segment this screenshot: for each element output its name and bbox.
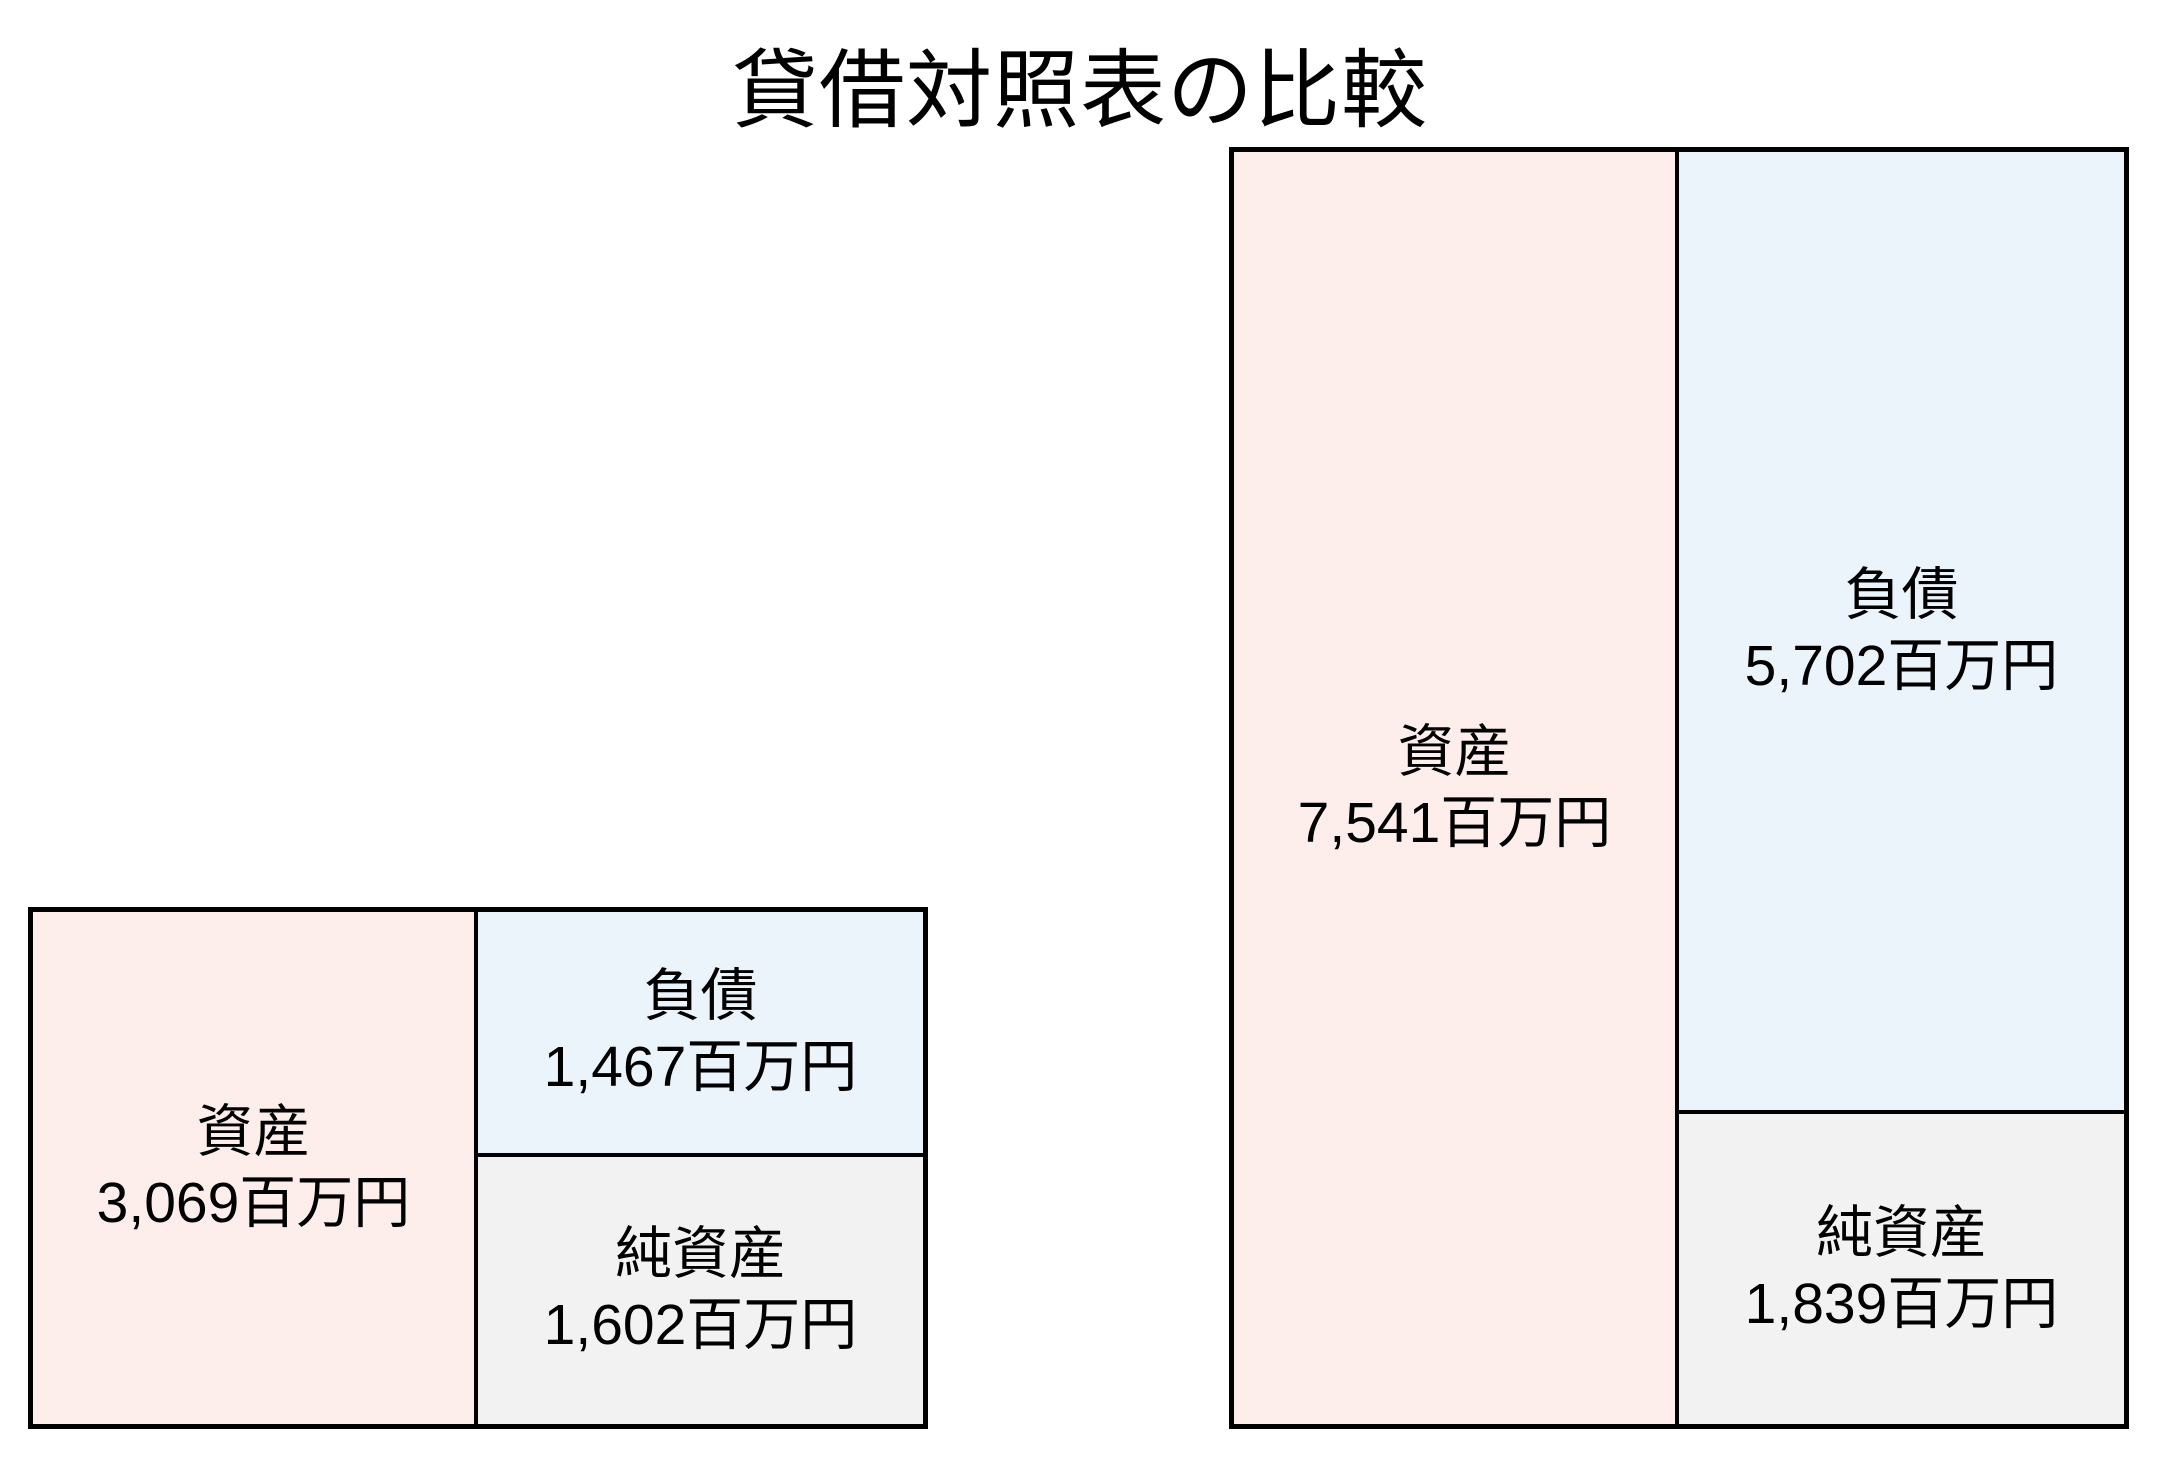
liabilities-label: 負債 <box>1844 562 1959 627</box>
liabilities-amount: 5,702百万円 <box>1744 633 2059 698</box>
credit-column: 負債 1,467百万円 純資産 1,602百万円 <box>478 912 923 1424</box>
net-assets-amount: 1,839百万円 <box>1744 1271 2059 1336</box>
liabilities-label-group: 負債 1,467百万円 <box>544 961 858 1104</box>
assets-box: 資産 7,541百万円 <box>1234 152 1679 1424</box>
credit-column: 負債 5,702百万円 純資産 1,839百万円 <box>1679 152 2124 1424</box>
assets-label-group: 資産 7,541百万円 <box>1298 717 1612 860</box>
assets-box: 資産 3,069百万円 <box>33 912 478 1424</box>
net-assets-label-group: 純資産 1,839百万円 <box>1745 1198 2059 1341</box>
liabilities-label: 負債 <box>643 964 758 1029</box>
liabilities-box: 負債 1,467百万円 <box>478 912 923 1157</box>
assets-label: 資産 <box>196 1099 311 1164</box>
chart-title: 貸借対照表の比較 <box>732 43 1428 139</box>
net-assets-box: 純資産 1,839百万円 <box>1679 1113 2124 1424</box>
liabilities-label-group: 負債 5,702百万円 <box>1745 560 2059 703</box>
net-assets-amount: 1,602百万円 <box>543 1293 858 1358</box>
net-assets-label: 純資産 <box>614 1222 786 1287</box>
liabilities-box: 負債 5,702百万円 <box>1679 152 2124 1114</box>
assets-label: 資産 <box>1397 719 1512 784</box>
assets-amount: 7,541百万円 <box>1297 791 1612 855</box>
net-assets-box: 純資産 1,602百万円 <box>478 1156 923 1424</box>
assets-label-group: 資産 3,069百万円 <box>97 1097 411 1240</box>
balance-sheet-right: 資産 7,541百万円 負債 5,702百万円 純資産 1,839百万円 <box>1229 147 2129 1429</box>
net-assets-label: 純資産 <box>1815 1200 1987 1265</box>
liabilities-amount: 1,467百万円 <box>543 1035 858 1100</box>
assets-amount: 3,069百万円 <box>96 1171 411 1235</box>
net-assets-label-group: 純資産 1,602百万円 <box>544 1219 858 1362</box>
balance-sheet-left: 資産 3,069百万円 負債 1,467百万円 純資産 1,602百万円 <box>28 907 928 1429</box>
